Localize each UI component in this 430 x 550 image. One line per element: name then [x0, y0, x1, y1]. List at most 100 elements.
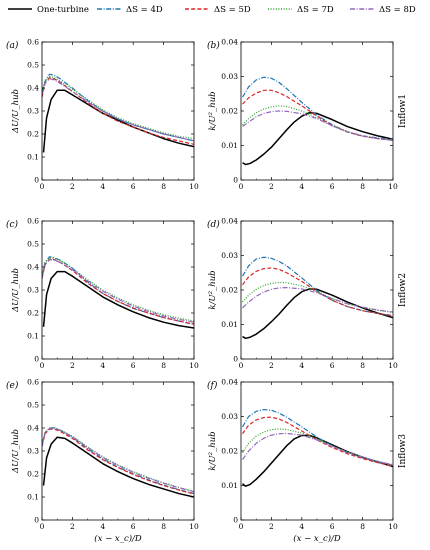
panel-letter: (a) — [6, 40, 19, 51]
y-axis-label: k/U²_hub — [208, 431, 218, 470]
plot-frame — [240, 381, 394, 521]
y-tick-label: 0.4 — [27, 84, 39, 93]
plot-frame — [240, 41, 394, 181]
y-tick-label: 0.4 — [27, 263, 39, 272]
legend-item: ΔS = 7D — [268, 5, 334, 15]
row-label: Inflow3 — [398, 434, 408, 468]
y-tick-label: 0.1 — [27, 153, 39, 162]
series-line-ds-1 — [242, 409, 393, 467]
x-axis-label: (x − x_c)/D — [94, 533, 142, 544]
x-tick-label: 0 — [239, 522, 244, 531]
panel-e: 0 2 4 6 8 10 0 0.1 0.2 0.3 0.4 0.5 0.6 (e) ΔU/U_hub (x … — [6, 378, 199, 544]
x-tick-label: 6 — [330, 182, 335, 191]
x-tick-label: 4 — [100, 182, 105, 191]
series-line-one-turbine — [42, 89, 194, 153]
series-line-ds-3 — [242, 105, 393, 141]
x-tick-label: 6 — [330, 522, 335, 531]
x-tick-label: 4 — [100, 522, 105, 531]
series-line-one-turbine — [42, 270, 194, 329]
x-tick-label: 0 — [40, 361, 45, 370]
y-axis-label: ΔU/U_hub — [11, 268, 21, 313]
panel-d: 0 2 4 6 8 10 0 0.01 0.02 0.03 0.04(d) k/U²_hub — [207, 217, 398, 370]
series-line-ds-3 — [242, 281, 393, 314]
panel-letter: (d) — [207, 219, 220, 230]
series-line-ds-4 — [42, 427, 194, 493]
y-tick-label: 0.02 — [221, 286, 238, 295]
series-line-ds-4 — [42, 78, 194, 142]
y-tick-label: 0.03 — [221, 251, 238, 260]
x-tick-label: 0 — [239, 361, 244, 370]
panel-letter: (f) — [207, 380, 218, 391]
y-tick-label: 0 — [233, 516, 238, 525]
y-tick-label: 0.2 — [27, 130, 39, 139]
y-tick-label: 0.6 — [27, 378, 39, 387]
x-tick-label: 10 — [388, 361, 398, 370]
legend-item: One-turbine — [8, 5, 89, 15]
y-tick-label: 0.3 — [27, 447, 39, 456]
y-tick-label: 0.02 — [221, 447, 238, 456]
y-tick-label: 0.3 — [27, 286, 39, 295]
row-label: Inflow1 — [398, 94, 408, 128]
y-tick-label: 0.01 — [221, 141, 238, 150]
x-tick-label: 2 — [70, 522, 75, 531]
panel-b: 0 2 4 6 8 10 0 0.01 0.02 0.03 0.04(b) k/U²_hub — [207, 38, 398, 191]
series-line-one-turbine — [42, 436, 194, 498]
legend-item: ΔS = 4D — [97, 5, 163, 15]
panel-letter: (c) — [6, 219, 19, 230]
x-tick-label: 8 — [161, 182, 166, 191]
series-line-ds-1 — [42, 256, 194, 326]
y-tick-label: 0.01 — [221, 481, 238, 490]
x-tick-label: 2 — [269, 522, 274, 531]
legend-label: ΔS = 7D — [297, 5, 334, 15]
panel-f: 0 2 4 6 8 10 0 0.01 0.02 0.03 0.04(f) k/U²_hub (x − … — [207, 378, 398, 544]
y-tick-label: 0.01 — [221, 320, 238, 329]
x-tick-label: 10 — [189, 182, 199, 191]
series-line-ds-1 — [242, 76, 393, 141]
y-axis-label: ΔU/U_hub — [11, 89, 21, 134]
series-group — [42, 256, 194, 329]
series-line-ds-1 — [42, 73, 194, 142]
y-tick-label: 0.03 — [221, 412, 238, 421]
series-line-ds-2 — [242, 267, 393, 317]
row-label: Inflow2 — [398, 273, 408, 307]
y-axis-label: ΔU/U_hub — [11, 429, 21, 474]
x-tick-label: 2 — [70, 361, 75, 370]
x-tick-label: 10 — [189, 361, 199, 370]
y-tick-label: 0 — [233, 176, 238, 185]
y-axis-label: k/U²_hub — [208, 91, 218, 130]
series-group — [242, 76, 393, 166]
x-tick-label: 4 — [299, 182, 304, 191]
y-tick-label: 0.02 — [221, 107, 238, 116]
y-tick-label: 0.2 — [27, 470, 39, 479]
x-tick-label: 6 — [330, 361, 335, 370]
panel-c: 0 2 4 6 8 10 0 0.1 0.2 0.3 0.4 0.5 0.6 (c) ΔU/U_hub — [6, 217, 199, 370]
y-tick-label: 0 — [233, 355, 238, 364]
x-tick-label: 6 — [131, 522, 136, 531]
x-tick-label: 0 — [40, 522, 45, 531]
x-tick-label: 10 — [189, 522, 199, 531]
y-tick-label: 0.2 — [27, 309, 39, 318]
y-tick-label: 0.03 — [221, 72, 238, 81]
y-tick-label: 0 — [34, 355, 39, 364]
y-tick-label: 0 — [34, 176, 39, 185]
x-tick-label: 2 — [70, 182, 75, 191]
x-tick-label: 8 — [161, 522, 166, 531]
y-axis-label: k/U²_hub — [208, 270, 218, 309]
row-labels: Inflow1 Inflow2 Inflow3 — [398, 94, 408, 468]
series-line-ds-4 — [242, 432, 393, 466]
legend-label: ΔS = 4D — [126, 5, 163, 15]
legend-label: ΔS = 5D — [214, 5, 251, 15]
legend-label: One-turbine — [37, 5, 89, 15]
x-tick-label: 6 — [131, 361, 136, 370]
x-tick-label: 8 — [360, 182, 365, 191]
x-tick-label: 2 — [269, 361, 274, 370]
x-tick-label: 10 — [388, 522, 398, 531]
y-tick-label: 0.3 — [27, 107, 39, 116]
series-line-one-turbine — [242, 111, 393, 166]
y-tick-label: 0.1 — [27, 493, 39, 502]
series-line-ds-2 — [242, 89, 393, 141]
legend-item: ΔS = 8D — [350, 5, 416, 15]
x-tick-label: 0 — [239, 182, 244, 191]
legend-label: ΔS = 8D — [379, 5, 416, 15]
